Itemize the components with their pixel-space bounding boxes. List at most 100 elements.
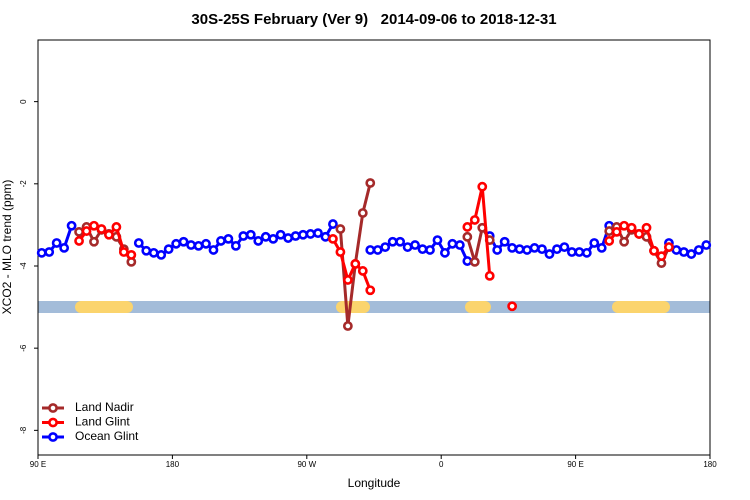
data-point [208, 245, 219, 255]
data-point [492, 245, 503, 255]
data-point [656, 251, 667, 262]
series [74, 181, 674, 312]
legend-label: Ocean Glint [75, 429, 139, 443]
data-point [216, 236, 226, 246]
data-point [365, 245, 376, 255]
data-point [313, 228, 323, 239]
legend-label: Land Nadir [75, 400, 134, 414]
x-tick-label: 180 [166, 460, 180, 469]
data-point [163, 244, 174, 255]
data-point [283, 233, 294, 243]
data-point [522, 245, 532, 255]
data-point [328, 233, 338, 244]
data-point [66, 220, 77, 231]
data-point [148, 247, 159, 258]
data-point [581, 247, 592, 258]
data-point [671, 245, 682, 255]
data-point [402, 242, 413, 252]
data-point [104, 229, 114, 240]
data-point [51, 238, 62, 248]
data-point [574, 247, 585, 257]
data-point [544, 249, 555, 259]
data-point [649, 245, 659, 256]
y-axis-label: XCO2 - MLO trend (ppm) [0, 180, 14, 315]
legend-marker [48, 417, 58, 428]
data-point [357, 208, 368, 218]
data-point [133, 238, 144, 248]
x-tick-label: 90 E [30, 460, 46, 469]
data-point [335, 224, 346, 234]
data-point [604, 226, 615, 236]
y-tick-label: -2 [19, 180, 28, 188]
data-point [410, 240, 420, 250]
y-tick-label: -8 [19, 426, 28, 434]
legend-label: Land Glint [75, 415, 130, 429]
data-point [141, 245, 152, 256]
ocean-strip [38, 301, 710, 313]
x-tick-label: 0 [439, 460, 444, 469]
data-point [298, 229, 308, 240]
data-point [514, 244, 525, 255]
data-point [350, 259, 361, 269]
data-point [238, 231, 249, 241]
data-point [559, 242, 570, 252]
data-point [193, 240, 204, 251]
data-point [171, 238, 182, 249]
data-point [425, 245, 435, 255]
data-point [89, 236, 99, 247]
data-point [484, 270, 495, 281]
data-point [178, 236, 189, 247]
data-point [96, 224, 107, 234]
data-point [626, 222, 637, 233]
data-point [156, 249, 167, 260]
data-point [335, 247, 346, 257]
data-point [604, 236, 615, 246]
data-point [230, 240, 241, 251]
data-point [596, 243, 607, 253]
land-strip [75, 301, 133, 313]
data-point [380, 242, 391, 252]
data-point [126, 249, 137, 260]
x-tick-label: 180 [703, 460, 717, 469]
data-point [462, 222, 473, 232]
data-point [372, 245, 383, 255]
data-point [432, 235, 443, 246]
data-point [253, 236, 264, 246]
land-strip [612, 301, 670, 313]
data-point [529, 243, 540, 253]
data-point [36, 247, 47, 258]
data-point [537, 244, 547, 255]
data-point [74, 236, 84, 246]
y-tick-label: 0 [19, 99, 28, 104]
data-point [678, 247, 689, 257]
data-point [589, 238, 600, 248]
data-point [223, 233, 234, 244]
data-point [454, 240, 465, 250]
data-point [365, 285, 376, 296]
legend-marker [48, 403, 58, 413]
data-point [462, 231, 473, 242]
y-tick-label: -6 [19, 344, 28, 352]
data-point [611, 226, 622, 237]
data-point [619, 236, 630, 247]
data-point [634, 229, 644, 239]
data-point [469, 256, 480, 267]
data-point [320, 231, 331, 242]
data-point [328, 219, 338, 229]
data-point [686, 249, 697, 259]
chart-title: 30S-25S February (Ver 9) 2014-09-06 to 2… [191, 11, 556, 28]
data-point [641, 222, 652, 233]
data-point [44, 247, 55, 257]
surface-strip [38, 301, 710, 313]
data-point [89, 220, 99, 231]
data-point [507, 301, 518, 312]
data-point [477, 181, 488, 192]
data-point [290, 231, 301, 241]
data-point [81, 226, 92, 236]
x-axis-label: Longitude [348, 476, 401, 490]
data-point [111, 222, 122, 232]
data-point [440, 247, 450, 258]
data-point [462, 256, 473, 266]
